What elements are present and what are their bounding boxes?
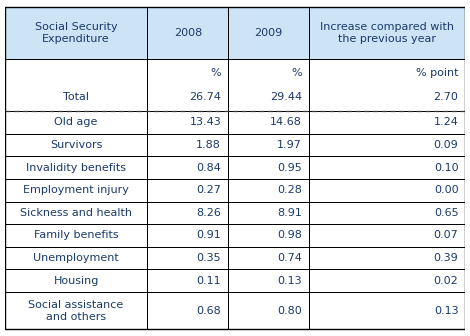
- Bar: [5, 202, 148, 224]
- Text: Increase compared with
the previous year: Increase compared with the previous year: [320, 22, 454, 44]
- Bar: [228, 269, 309, 292]
- Bar: [309, 133, 465, 156]
- Bar: [228, 7, 309, 59]
- Bar: [228, 224, 309, 247]
- Bar: [148, 111, 228, 133]
- Text: 0.84: 0.84: [196, 163, 221, 172]
- Text: 2008: 2008: [173, 28, 202, 38]
- Text: Total: Total: [63, 92, 89, 102]
- Bar: [228, 133, 309, 156]
- Bar: [228, 202, 309, 224]
- Text: 0.27: 0.27: [196, 185, 221, 195]
- Bar: [309, 156, 465, 179]
- Text: Survivors: Survivors: [50, 140, 102, 150]
- Text: 2.70: 2.70: [433, 92, 458, 102]
- Text: %: %: [211, 68, 221, 78]
- Text: 14.68: 14.68: [270, 117, 302, 127]
- Bar: [228, 292, 309, 329]
- Text: Sickness and health: Sickness and health: [20, 208, 132, 218]
- Bar: [148, 292, 228, 329]
- Bar: [5, 292, 148, 329]
- Bar: [309, 247, 465, 269]
- Text: 0.02: 0.02: [434, 276, 458, 286]
- Text: 0.28: 0.28: [277, 185, 302, 195]
- Bar: [148, 7, 228, 59]
- Bar: [5, 179, 148, 202]
- Text: 0.09: 0.09: [434, 140, 458, 150]
- Bar: [148, 179, 228, 202]
- Text: 1.97: 1.97: [277, 140, 302, 150]
- Text: 0.80: 0.80: [277, 306, 302, 316]
- Bar: [309, 59, 465, 111]
- Bar: [309, 224, 465, 247]
- Text: 1.88: 1.88: [196, 140, 221, 150]
- Bar: [309, 111, 465, 133]
- Bar: [5, 247, 148, 269]
- Text: 8.26: 8.26: [196, 208, 221, 218]
- Text: %: %: [291, 68, 302, 78]
- Text: 0.11: 0.11: [196, 276, 221, 286]
- Text: 0.13: 0.13: [277, 276, 302, 286]
- Text: Housing: Housing: [54, 276, 99, 286]
- Text: % point: % point: [416, 68, 458, 78]
- Bar: [228, 59, 309, 111]
- Bar: [148, 247, 228, 269]
- Text: 2009: 2009: [254, 28, 282, 38]
- Text: 0.07: 0.07: [434, 230, 458, 241]
- Text: 0.39: 0.39: [434, 253, 458, 263]
- Bar: [228, 111, 309, 133]
- Bar: [5, 59, 148, 111]
- Text: 0.35: 0.35: [196, 253, 221, 263]
- Bar: [5, 269, 148, 292]
- Bar: [5, 156, 148, 179]
- Text: 0.65: 0.65: [434, 208, 458, 218]
- Text: Old age: Old age: [55, 117, 98, 127]
- Text: 26.74: 26.74: [189, 92, 221, 102]
- Bar: [148, 7, 228, 59]
- Bar: [148, 133, 228, 156]
- Bar: [148, 59, 228, 111]
- Bar: [309, 269, 465, 292]
- Text: 0.91: 0.91: [196, 230, 221, 241]
- Bar: [228, 247, 309, 269]
- Bar: [5, 133, 148, 156]
- Bar: [5, 111, 148, 133]
- Text: 0.74: 0.74: [277, 253, 302, 263]
- Text: Invalidity benefits: Invalidity benefits: [26, 163, 126, 172]
- Bar: [228, 7, 309, 59]
- Bar: [5, 7, 148, 59]
- Bar: [148, 202, 228, 224]
- Bar: [148, 156, 228, 179]
- Text: Family benefits: Family benefits: [34, 230, 118, 241]
- Bar: [148, 224, 228, 247]
- Bar: [309, 202, 465, 224]
- Text: 0.10: 0.10: [434, 163, 458, 172]
- Text: 13.43: 13.43: [189, 117, 221, 127]
- Text: 0.13: 0.13: [434, 306, 458, 316]
- Bar: [148, 269, 228, 292]
- Bar: [309, 7, 465, 59]
- Text: Employment injury: Employment injury: [23, 185, 129, 195]
- Text: Unemployment: Unemployment: [33, 253, 119, 263]
- Text: 0.00: 0.00: [434, 185, 458, 195]
- Bar: [228, 179, 309, 202]
- Text: 8.91: 8.91: [277, 208, 302, 218]
- Bar: [5, 7, 148, 59]
- Bar: [309, 7, 465, 59]
- Bar: [5, 224, 148, 247]
- Text: Social Security
Expenditure: Social Security Expenditure: [35, 22, 118, 44]
- Text: Social assistance
and others: Social assistance and others: [29, 300, 124, 322]
- Text: 0.95: 0.95: [277, 163, 302, 172]
- Bar: [228, 156, 309, 179]
- Text: 29.44: 29.44: [270, 92, 302, 102]
- Text: 0.98: 0.98: [277, 230, 302, 241]
- Text: 1.24: 1.24: [433, 117, 458, 127]
- Bar: [309, 292, 465, 329]
- Bar: [309, 179, 465, 202]
- Text: 0.68: 0.68: [196, 306, 221, 316]
